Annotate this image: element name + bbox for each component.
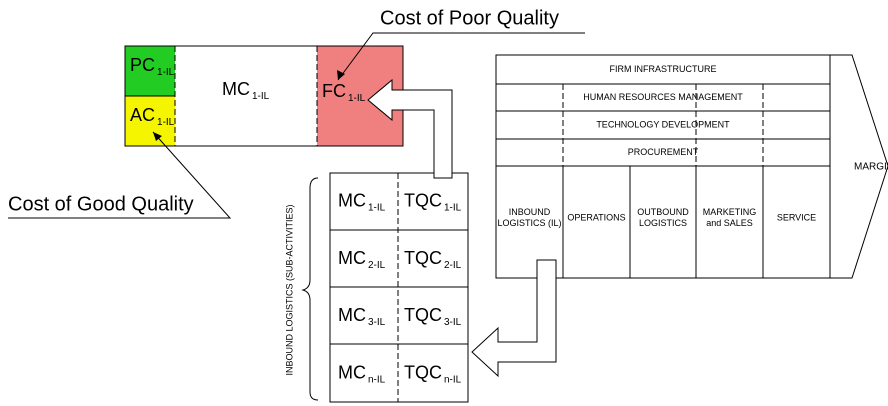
label-sub: 1-IL: [157, 117, 175, 128]
label-main: MC: [338, 362, 366, 382]
tqc-cell: TQC 2-IL: [404, 248, 462, 271]
mc-cell: MC 2-IL: [338, 248, 386, 271]
label-main: TQC: [404, 362, 442, 382]
mc-cell: MC 3-IL: [338, 305, 386, 328]
primary-activity: OPERATIONS: [567, 212, 625, 222]
tqc-cell: TQC n-IL: [404, 362, 462, 385]
brace: [301, 177, 319, 401]
arrow-down: [471, 259, 557, 378]
label-main: TQC: [404, 190, 442, 210]
mc-label: MC 1-IL: [222, 79, 270, 102]
primary-activity: and SALES: [706, 218, 753, 228]
label-sub: n-IL: [444, 374, 462, 385]
ac-label: AC 1-IL: [130, 105, 175, 128]
label-sub: 1-IL: [157, 67, 175, 78]
mc-box: [175, 46, 317, 146]
tqc-cell: TQC 3-IL: [404, 305, 462, 328]
support-activity: FIRM INFRASTRUCTURE: [610, 64, 717, 74]
label-main: MC: [338, 248, 366, 268]
label-sub: 3-IL: [368, 317, 386, 328]
primary-activity: LOGISTICS: [639, 218, 687, 228]
primary-activity: LOGISTICS (IL): [497, 218, 561, 228]
mc-cell: MC 1-IL: [338, 190, 386, 213]
support-activity: PROCUREMENT: [628, 147, 699, 157]
tqc-cell: TQC 1-IL: [404, 190, 462, 213]
leader: [337, 32, 585, 81]
callout-poor: Cost of Poor Quality: [380, 7, 559, 29]
primary-activity: MARKETING: [703, 207, 757, 217]
label-main: TQC: [404, 305, 442, 325]
callout-good: Cost of Good Quality: [8, 193, 194, 215]
arrow-up: [367, 78, 453, 179]
margin-label: MARGIN: [854, 162, 888, 173]
primary-activity: OUTBOUND: [637, 207, 689, 217]
label-sub: 1-IL: [348, 93, 366, 104]
primary-activity: SERVICE: [777, 212, 816, 222]
label-sub: 3-IL: [444, 317, 462, 328]
label-sub: 1-IL: [252, 91, 270, 102]
pc-box: [125, 46, 175, 96]
label-main: MC: [222, 79, 250, 99]
label-main: AC: [130, 105, 155, 125]
label-main: TQC: [404, 248, 442, 268]
arrowhead: [153, 132, 162, 141]
primary-activity: INBOUND: [509, 207, 551, 217]
label-main: FC: [322, 81, 346, 101]
mc-cell: MC n-IL: [338, 362, 386, 385]
arrowhead: [337, 70, 345, 80]
ac-box: [125, 96, 175, 146]
label-main: MC: [338, 305, 366, 325]
pc-label: PC 1-IL: [130, 55, 175, 78]
label-sub: 1-IL: [368, 202, 386, 213]
label-sub: 1-IL: [444, 202, 462, 213]
label-sub: 2-IL: [368, 260, 386, 271]
fc-label: FC 1-IL: [322, 81, 366, 104]
label-sub: 2-IL: [444, 260, 462, 271]
sub-label: INBOUND LOGISTICS (SUB-ACTIVITIES): [284, 204, 294, 375]
label-main: MC: [338, 190, 366, 210]
label-main: PC: [130, 55, 155, 75]
support-activity: TECHNOLOGY DEVELOPMENT: [596, 119, 730, 129]
support-activity: HUMAN RESOURCES MANAGEMENT: [583, 92, 743, 102]
label-sub: n-IL: [368, 374, 386, 385]
leader: [8, 131, 232, 219]
